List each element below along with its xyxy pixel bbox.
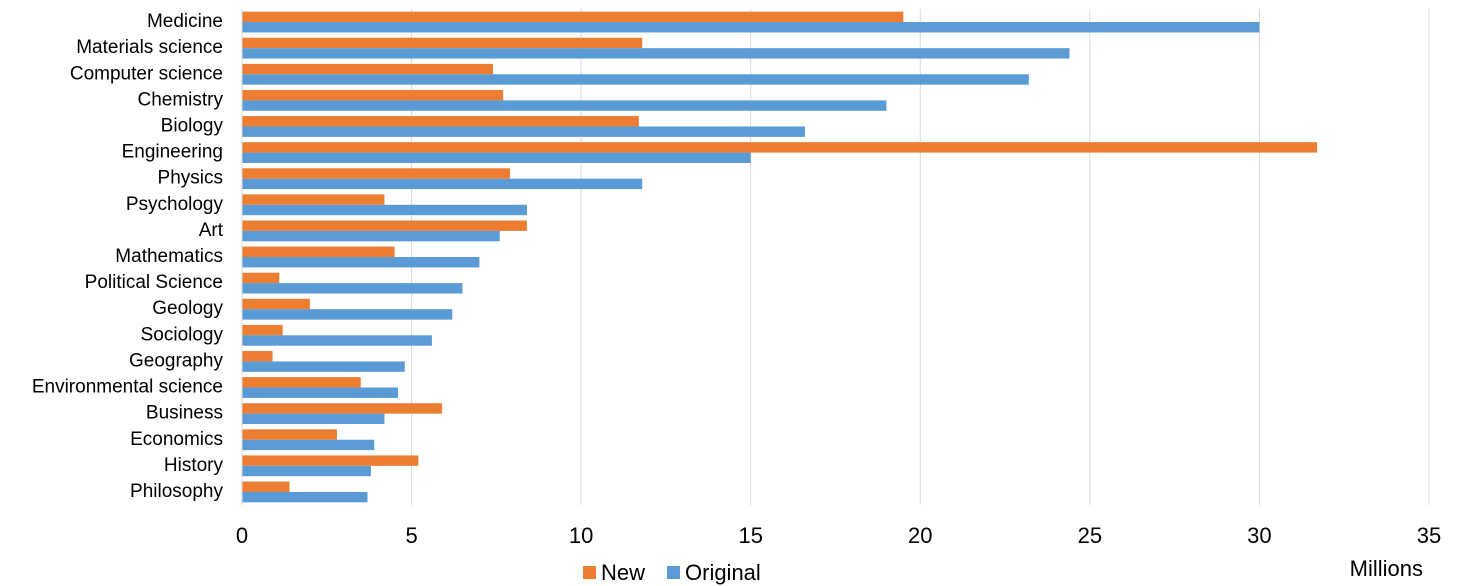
bar-original-geography	[242, 361, 405, 372]
bar-original-materials-science	[242, 48, 1070, 59]
category-label: Computer science	[70, 63, 223, 84]
bar-new-geology	[242, 298, 310, 310]
x-axis-unit-label: Millions	[1350, 556, 1423, 581]
bar-new-sociology	[242, 324, 283, 336]
x-tick-label: 35	[1417, 523, 1441, 548]
x-axis-tick-labels: 0 5 10 15 20 25 30 35	[236, 523, 1441, 548]
x-tick-label: 25	[1078, 523, 1102, 548]
category-label: Mathematics	[115, 246, 223, 267]
bar-original-sociology	[242, 335, 432, 346]
category-label: Biology	[161, 115, 224, 136]
x-tick-label: 30	[1247, 523, 1271, 548]
y-axis: Medicine Materials science Computer scienc…	[32, 9, 243, 505]
category-label: Engineering	[122, 142, 223, 163]
x-tick-label: 0	[236, 523, 248, 548]
x-tick-label: 15	[738, 523, 762, 548]
bar-original-philosophy	[242, 491, 368, 503]
category-label: Art	[199, 220, 224, 241]
bar-original-computer-science	[242, 74, 1029, 85]
x-tick-label: 5	[405, 523, 417, 548]
bar-new-computer-science	[242, 63, 493, 75]
legend-label-new: New	[601, 560, 645, 585]
category-label: Sociology	[141, 324, 224, 345]
category-label: Geography	[129, 350, 224, 371]
category-label: Political Science	[85, 272, 223, 293]
bar-new-engineering	[242, 142, 1318, 153]
bar-original-chemistry	[242, 100, 887, 111]
bar-new-political-science	[242, 272, 280, 284]
bar-new-philosophy	[242, 481, 290, 492]
bar-new-business	[242, 403, 443, 414]
category-label: Economics	[130, 429, 223, 450]
gridlines	[411, 9, 1430, 505]
category-label: Chemistry	[137, 89, 223, 110]
category-label: Geology	[152, 298, 223, 319]
bar-new-psychology	[242, 194, 385, 205]
bar-new-environmental-science	[242, 377, 361, 388]
bar-original-environmental-science	[242, 387, 399, 398]
category-label: Philosophy	[130, 481, 223, 502]
bar-original-geology	[242, 309, 453, 320]
bar-original-medicine	[242, 22, 1260, 33]
bar-new-art	[242, 220, 527, 231]
bar-new-mathematics	[242, 246, 395, 257]
category-label: History	[164, 455, 224, 476]
category-label: Business	[146, 403, 223, 424]
legend: New Original	[583, 560, 761, 585]
bar-new-economics	[242, 429, 337, 440]
bar-original-biology	[242, 126, 805, 137]
category-label: Materials science	[76, 37, 223, 58]
category-label: Psychology	[126, 194, 224, 215]
bar-new-geography	[242, 351, 273, 362]
bar-original-physics	[242, 178, 643, 190]
bar-new-chemistry	[242, 89, 504, 101]
bar-original-economics	[242, 439, 375, 451]
bar-original-political-science	[242, 283, 463, 294]
category-label: Physics	[158, 168, 223, 189]
legend-swatch-original	[667, 566, 680, 579]
bar-new-history	[242, 455, 419, 466]
bar-new-materials-science	[242, 37, 643, 49]
bar-original-business	[242, 413, 385, 425]
bar-new-biology	[242, 116, 639, 127]
bar-original-psychology	[242, 204, 527, 216]
bar-original-art	[242, 230, 500, 242]
bars	[242, 11, 1318, 503]
legend-label-original: Original	[685, 560, 761, 585]
x-tick-label: 20	[908, 523, 932, 548]
bar-new-medicine	[242, 11, 904, 23]
category-label: Environmental science	[32, 377, 223, 398]
category-label: Medicine	[147, 11, 223, 32]
legend-swatch-new	[583, 566, 596, 579]
bar-original-engineering	[242, 152, 751, 163]
bar-new-physics	[242, 168, 510, 179]
x-tick-label: 10	[569, 523, 593, 548]
bar-original-history	[242, 465, 371, 477]
bar-original-mathematics	[242, 257, 480, 268]
